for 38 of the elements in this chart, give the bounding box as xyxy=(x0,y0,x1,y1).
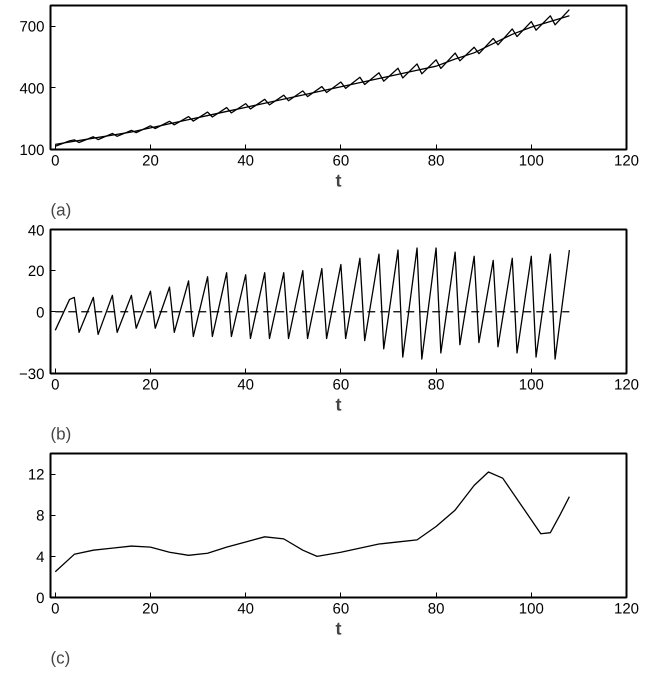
y-tick-label: 20 xyxy=(28,263,45,280)
x-tick-label: 20 xyxy=(142,600,159,618)
x-tick-label: 20 xyxy=(142,376,159,394)
x-tick-label: 120 xyxy=(614,600,640,618)
x-axis-title: t xyxy=(336,170,342,190)
x-tick-label: 120 xyxy=(614,376,640,394)
x-tick-label: 0 xyxy=(51,152,60,170)
x-tick-label: 100 xyxy=(518,600,544,618)
text: (a) xyxy=(50,200,72,220)
x-tick-label: 0 xyxy=(51,376,60,394)
y-tick-label: 40 xyxy=(28,222,45,240)
y-tick-label: 0 xyxy=(36,304,44,322)
x-axis-title: t xyxy=(336,394,342,414)
x-tick-label: 20 xyxy=(142,152,159,170)
y-tick-label: 700 xyxy=(19,18,45,36)
x-tick-label: 60 xyxy=(332,600,350,618)
y-tick-label: 12 xyxy=(28,466,45,484)
text: (c) xyxy=(50,648,70,668)
y-tick-label: 0 xyxy=(36,590,44,607)
x-tick-label: 60 xyxy=(332,152,350,170)
x-tick-label: 40 xyxy=(237,152,254,170)
x-tick-label: 60 xyxy=(332,376,350,394)
x-tick-label: 40 xyxy=(237,376,254,394)
x-tick-label: 40 xyxy=(237,600,254,618)
text: (b) xyxy=(50,424,72,444)
x-tick-label: 80 xyxy=(428,152,444,170)
x-tick-label: 80 xyxy=(428,376,444,394)
y-tick-label: 8 xyxy=(36,508,44,525)
x-tick-label: 100 xyxy=(518,376,544,394)
y-tick-label: 100 xyxy=(19,142,45,159)
x-tick-label: 80 xyxy=(428,600,444,618)
x-axis-title: t xyxy=(336,618,342,638)
x-tick-label: 100 xyxy=(518,152,544,170)
y-tick-label: 400 xyxy=(19,80,45,98)
y-tick-label: −30 xyxy=(19,366,45,383)
x-tick-label: 0 xyxy=(51,600,60,618)
y-tick-label: 4 xyxy=(36,548,44,566)
x-tick-label: 120 xyxy=(614,152,640,170)
